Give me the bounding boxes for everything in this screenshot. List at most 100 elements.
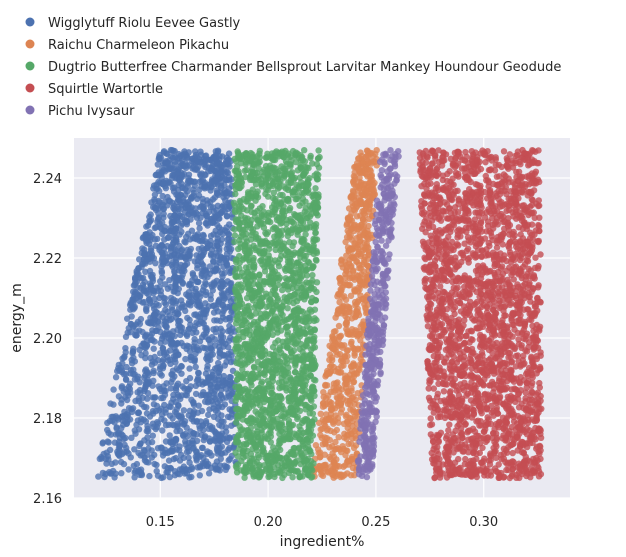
data-point [305,181,312,188]
data-point [272,152,280,159]
data-point [176,231,183,238]
data-point [311,392,318,399]
data-point [195,163,202,170]
data-point [253,190,260,197]
data-point [145,439,152,446]
data-point [188,284,196,292]
data-point [262,154,269,161]
data-point [232,383,239,391]
data-point [214,450,221,457]
data-point [149,271,156,279]
data-point [298,247,305,254]
data-point [276,363,284,370]
data-point [280,243,287,250]
data-point [276,203,283,210]
data-point [261,385,268,392]
data-point [254,207,261,215]
data-point [234,453,242,460]
data-point [199,444,206,451]
data-point [148,361,156,368]
data-point [258,419,265,427]
data-point [272,292,280,299]
data-point [270,305,277,312]
data-point [289,474,296,481]
data-point [171,373,178,380]
data-point [282,251,289,259]
data-point [215,404,222,411]
data-point [361,217,368,225]
data-point [274,326,281,333]
data-point [197,214,204,221]
data-point [138,263,145,271]
data-point [450,353,457,360]
data-point [122,376,130,383]
data-point [309,160,316,167]
data-point [365,208,372,215]
data-point [289,242,296,250]
data-point [353,213,361,220]
data-point [139,451,146,459]
data-point [202,179,209,187]
data-point [259,378,266,385]
data-point [232,185,240,193]
data-point [180,463,187,470]
data-point [281,358,289,366]
data-point [163,469,170,476]
data-point [195,402,202,409]
data-point [265,331,272,338]
data-point [337,409,345,416]
data-point [254,321,261,328]
data-point [181,148,188,155]
data-point [246,313,254,320]
data-point [210,309,218,316]
data-point [260,220,267,227]
data-point [225,294,232,301]
data-point [203,329,210,336]
data-point [257,315,265,323]
data-point [234,433,242,440]
data-point [280,183,287,190]
data-point [258,287,265,294]
data-point [256,298,263,306]
data-point [206,396,213,403]
data-point [194,258,202,265]
data-point [303,393,310,400]
data-point [231,207,239,214]
data-point [245,263,253,271]
data-point [122,434,129,442]
data-point [247,379,254,386]
data-point [183,448,191,456]
data-point [189,270,196,277]
data-point [235,170,242,177]
data-point [488,402,495,410]
data-point [347,292,355,299]
data-point [146,286,153,293]
data-point [326,356,333,364]
data-point [249,321,256,328]
data-point [198,272,205,280]
data-point [131,303,138,310]
data-point [149,336,156,344]
data-point [264,193,272,200]
data-point [213,458,221,465]
data-point [136,379,143,386]
data-point [176,264,183,271]
data-point [357,337,364,344]
data-point [440,388,448,395]
data-point [192,390,200,398]
data-point [296,473,303,481]
data-point [183,199,190,207]
data-point [299,189,306,196]
data-point [169,367,177,374]
data-point [283,454,290,461]
data-point [147,354,154,362]
data-point [341,434,348,441]
data-point [220,372,228,380]
data-point [324,468,331,475]
data-point [166,432,173,439]
data-point [284,286,292,293]
data-point [176,443,183,450]
data-point [275,263,283,270]
data-point [219,328,226,335]
data-point [240,255,248,262]
